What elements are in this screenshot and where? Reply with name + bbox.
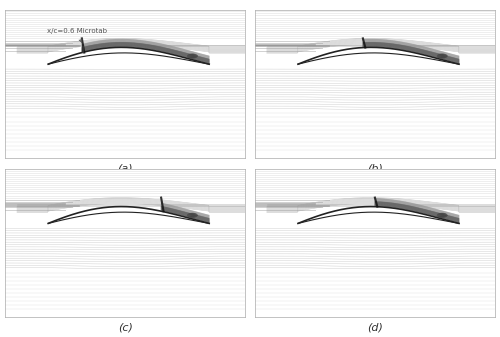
Text: (d): (d) bbox=[367, 323, 383, 333]
Text: (c): (c) bbox=[118, 323, 132, 333]
Text: x/c=0.6 Microtab: x/c=0.6 Microtab bbox=[47, 28, 107, 42]
Text: (a): (a) bbox=[118, 163, 133, 174]
Text: (b): (b) bbox=[367, 163, 383, 174]
